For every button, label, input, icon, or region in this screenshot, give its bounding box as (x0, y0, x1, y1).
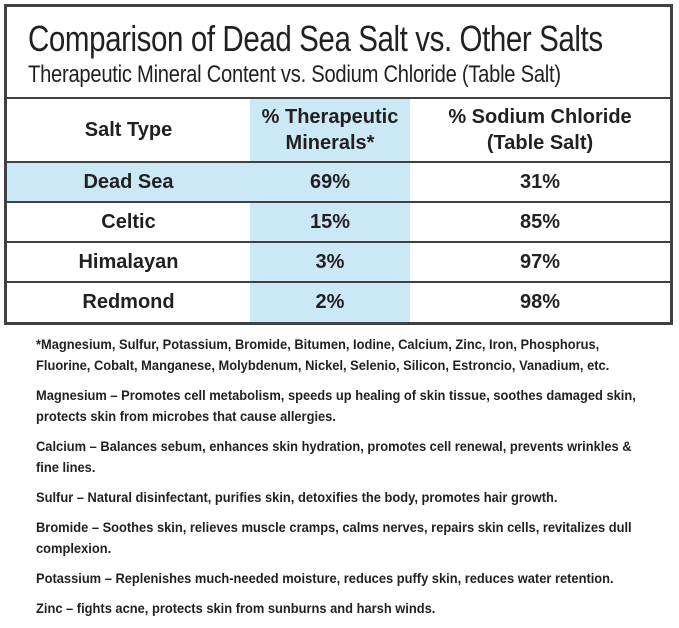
therapeutic-value-cell: 69% (250, 161, 410, 203)
magnesium-benefit-note: Magnesium – Promotes cell metabolism, sp… (36, 387, 636, 424)
table-row-himalayan: Himalayan 3% 97% (7, 241, 670, 283)
salt-name-cell: Redmond (7, 281, 250, 323)
salt-name-cell: Celtic (7, 201, 250, 243)
salt-name-cell: Dead Sea (7, 161, 250, 203)
calcium-benefit-note: Calcium – Balances sebum, enhances skin … (36, 438, 632, 475)
column-header-line: Minerals* (285, 132, 375, 155)
sodium-value-cell: 85% (410, 201, 670, 243)
column-header-salt-type: Salt Type (84, 119, 173, 142)
column-header-sodium-chloride: % Sodium Chloride (Table Salt) (410, 99, 670, 162)
column-header-line: (Table Salt) (486, 132, 594, 155)
column-header-line: % Sodium Chloride (448, 106, 632, 129)
potassium-benefit-note: Potassium – Replenishes much-needed mois… (36, 570, 614, 586)
therapeutic-value-cell: 2% (250, 281, 410, 323)
salt-comparison-table: Salt Type % Therapeutic Minerals* % Sodi… (7, 99, 670, 323)
zinc-benefit-note: Zinc – fights acne, protects skin from s… (36, 600, 436, 616)
sodium-value-cell: 98% (410, 281, 670, 323)
page-title: Comparison of Dead Sea Salt vs. Other Sa… (28, 18, 603, 59)
column-header-line: % Therapeutic (261, 106, 399, 129)
sulfur-benefit-note: Sulfur – Natural disinfectant, purifies … (36, 489, 558, 505)
page-subtitle: Therapeutic Mineral Content vs. Sodium C… (28, 61, 561, 89)
therapeutic-value-cell: 15% (250, 201, 410, 243)
bromide-benefit-note: Bromide – Soothes skin, relieves muscle … (36, 519, 632, 556)
title-block: Comparison of Dead Sea Salt vs. Other Sa… (7, 7, 670, 100)
table-row-dead-sea: Dead Sea 69% 31% (7, 161, 670, 203)
salt-name-cell: Himalayan (7, 241, 250, 283)
mineral-list-footnote: *Magnesium, Sulfur, Potassium, Bromide, … (36, 336, 610, 373)
column-header-therapeutic-minerals: % Therapeutic Minerals* (250, 99, 410, 163)
sodium-value-cell: 97% (410, 241, 670, 283)
table-row-celtic: Celtic 15% 85% (7, 201, 670, 243)
therapeutic-value-cell: 3% (250, 241, 410, 283)
table-row-redmond: Redmond 2% 98% (7, 281, 670, 323)
sodium-value-cell: 31% (410, 161, 670, 203)
footnotes-section: *Magnesium, Sulfur, Potassium, Bromide, … (36, 334, 645, 628)
table-header-row: Salt Type % Therapeutic Minerals* % Sodi… (7, 99, 670, 163)
comparison-panel: Comparison of Dead Sea Salt vs. Other Sa… (4, 4, 673, 326)
